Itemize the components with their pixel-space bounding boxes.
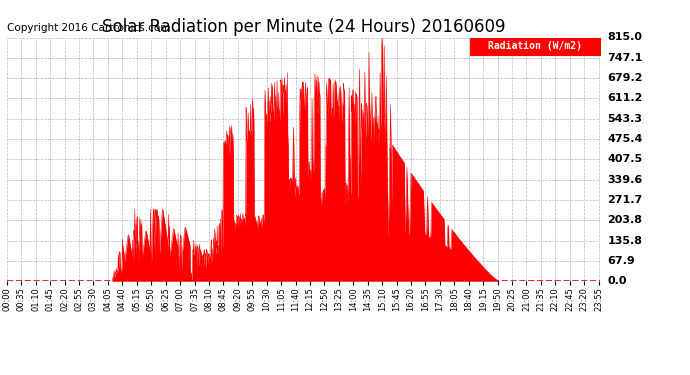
- Text: 203.8: 203.8: [607, 215, 642, 225]
- Text: 611.2: 611.2: [607, 93, 642, 104]
- Text: 407.5: 407.5: [607, 154, 642, 164]
- Text: 339.6: 339.6: [607, 175, 642, 184]
- Text: Copyright 2016 Cartronics.com: Copyright 2016 Cartronics.com: [7, 23, 170, 33]
- Text: 679.2: 679.2: [607, 73, 643, 83]
- Text: 543.3: 543.3: [607, 114, 642, 124]
- Text: 67.9: 67.9: [607, 256, 635, 266]
- Text: 271.7: 271.7: [607, 195, 642, 205]
- Text: 135.8: 135.8: [607, 236, 642, 246]
- Text: 815.0: 815.0: [607, 33, 642, 42]
- Text: 475.4: 475.4: [607, 134, 642, 144]
- Title: Solar Radiation per Minute (24 Hours) 20160609: Solar Radiation per Minute (24 Hours) 20…: [102, 18, 505, 36]
- Text: 747.1: 747.1: [607, 53, 642, 63]
- Text: 0.0: 0.0: [607, 276, 627, 286]
